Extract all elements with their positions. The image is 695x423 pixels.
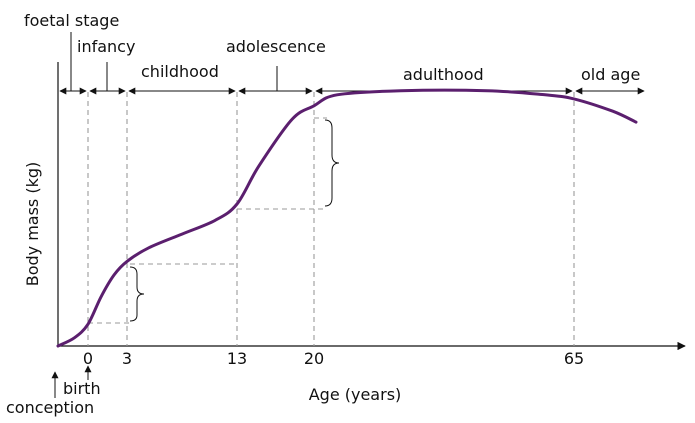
x-axis-label: Age (years)	[309, 385, 402, 404]
stage-label-childhood: childhood	[141, 62, 219, 81]
y-axis-label: Body mass (kg)	[23, 162, 42, 287]
stage-label-infancy: infancy	[77, 37, 135, 56]
stage-label-foetal: foetal stage	[24, 11, 119, 30]
body-mass-curve	[56, 88, 638, 348]
x-tick-0: 0	[83, 349, 93, 368]
birth-label: birth	[63, 379, 101, 398]
conception-label: conception	[6, 398, 94, 417]
brace-adolescent-growth	[324, 119, 340, 207]
x-tick-13: 13	[227, 349, 247, 368]
brace-infancy-growth	[129, 266, 145, 322]
x-tick-labels: 0 3 13 20 65	[83, 349, 584, 368]
stage-label-old-age: old age	[581, 65, 640, 84]
stage-label-adulthood: adulthood	[403, 65, 484, 84]
x-tick-65: 65	[564, 349, 584, 368]
x-tick-3: 3	[122, 349, 132, 368]
stage-label-adolescence: adolescence	[226, 37, 326, 56]
x-tick-20: 20	[304, 349, 324, 368]
